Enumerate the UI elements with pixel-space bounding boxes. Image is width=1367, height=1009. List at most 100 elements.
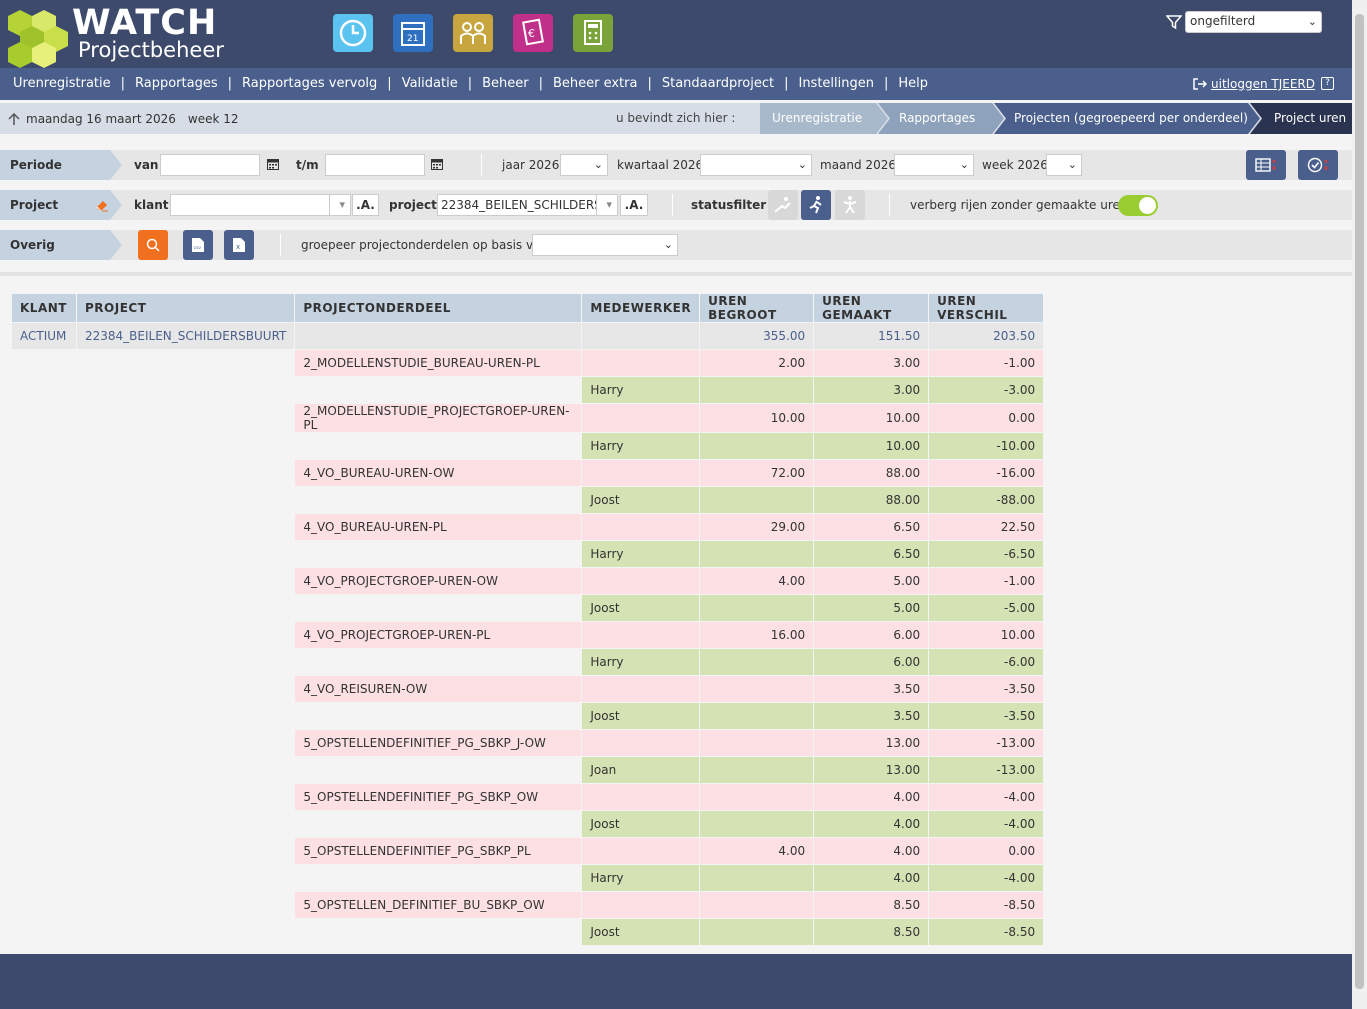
klant-a-button[interactable]: .A. [352, 194, 379, 216]
cell-empty [77, 541, 294, 567]
project-label: Project [0, 190, 110, 220]
status-inactive-button[interactable] [768, 190, 798, 220]
cell-begroot [700, 892, 814, 918]
filter-select[interactable]: ongefilterd ⌄ [1185, 11, 1322, 33]
nav-item-validatie[interactable]: Validatie [401, 76, 458, 91]
breadcrumb-projecten[interactable]: Projecten (gegroepeerd per onderdeel) [1014, 111, 1248, 125]
maand-label: maand 2026 [820, 158, 896, 172]
nav-item-urenregistratie[interactable]: Urenregistratie [13, 76, 111, 91]
cell-empty [77, 622, 294, 648]
calendar-icon[interactable]: 21 [393, 14, 433, 52]
col-projectonderdeel[interactable]: PROJECTONDERDEEL [295, 294, 582, 322]
table-row: 4_VO_PROJECTGROEP-UREN-PL 16.00 6.00 10.00 [12, 622, 1044, 648]
kwartaal-select[interactable]: ⌄ [700, 154, 812, 176]
cell-empty [77, 514, 294, 540]
table-row: Harry 3.00 -3.00 [12, 377, 1044, 403]
nav-item-standaardproject[interactable]: Standaardproject [661, 76, 775, 91]
section-divider [0, 272, 1352, 276]
people-icon[interactable] [453, 14, 493, 52]
project-dropdown[interactable]: ▾ [596, 194, 618, 216]
project-input[interactable]: 22384_BEILEN_SCHILDERS [437, 194, 597, 216]
cell-verschil: -1.00 [929, 350, 1044, 376]
cell-gemaakt: 6.50 [814, 514, 929, 540]
cell-projectonderdeel: 4_VO_BUREAU-UREN-OW [295, 460, 582, 486]
col-uren-verschil[interactable]: UREN VERSCHIL [929, 294, 1044, 322]
breadcrumb-urenregistratie[interactable]: Urenregistratie [772, 111, 863, 125]
cell-verschil: -6.00 [929, 649, 1044, 675]
col-uren-gemaakt[interactable]: UREN GEMAAKT [814, 294, 929, 322]
nav-item-rapportages[interactable]: Rapportages [135, 76, 218, 91]
table-row: Joost 88.00 -88.00 [12, 487, 1044, 513]
logout-link[interactable]: uitloggen TJEERD [1193, 77, 1315, 91]
cell-verschil: -4.00 [929, 865, 1044, 891]
cell-verschil: -3.50 [929, 703, 1044, 729]
export-csv-button[interactable]: csv [183, 230, 213, 260]
cell-begroot [700, 730, 814, 756]
van-input[interactable] [160, 154, 260, 176]
calendar-tm-icon[interactable] [431, 158, 443, 170]
cell-medewerker: Joost [582, 703, 700, 729]
jaar-select[interactable]: ⌄ [560, 154, 608, 176]
tm-input[interactable] [325, 154, 425, 176]
cell-verschil: -5.00 [929, 595, 1044, 621]
scrollbar-thumb[interactable] [1355, 14, 1364, 989]
search-button[interactable] [138, 230, 168, 260]
status-done-button[interactable] [835, 190, 865, 220]
table-row: 5_OPSTELLENDEFINITIEF_PG_SBKP_J-OW 13.00-… [12, 730, 1044, 756]
kwartaal-label: kwartaal 2026 [617, 158, 704, 172]
cell-verschil: -3.50 [929, 676, 1044, 702]
cell-begroot [700, 865, 814, 891]
table-body: ACTIUM 22384_BEILEN_SCHILDERSBUURT 355.0… [12, 323, 1044, 945]
klant-input[interactable] [170, 194, 330, 216]
filter-select-value: ongefilterd [1190, 14, 1256, 28]
col-uren-begroot[interactable]: UREN BEGROOT [700, 294, 814, 322]
maand-select[interactable]: ⌄ [894, 154, 974, 176]
week-select[interactable]: ⌄ [1046, 154, 1082, 176]
excel-icon: x [233, 238, 245, 252]
cell-gemaakt: 151.50 [814, 323, 929, 349]
table-view-button[interactable] [1246, 150, 1286, 180]
verberg-label: verberg rijen zonder gemaakte uren: [910, 198, 1132, 212]
cell-medewerker: Harry [582, 865, 700, 891]
nav-item-instellingen[interactable]: Instellingen [798, 76, 874, 91]
scrollbar[interactable] [1352, 0, 1367, 1009]
project-a-button[interactable]: .A. [620, 194, 648, 216]
cell-verschil: -6.50 [929, 541, 1044, 567]
eraser-icon[interactable] [95, 198, 109, 212]
cell-empty [77, 433, 294, 459]
cell-medewerker: Harry [582, 541, 700, 567]
klant-dropdown[interactable]: ▾ [329, 194, 351, 216]
breadcrumb-rapportages[interactable]: Rapportages [899, 111, 976, 125]
validate-button[interactable] [1298, 150, 1338, 180]
cell-begroot [700, 784, 814, 810]
nav-item-beheer-extra[interactable]: Beheer extra [552, 76, 638, 91]
cell-gemaakt: 5.00 [814, 568, 929, 594]
col-klant[interactable]: KLANT [12, 294, 76, 322]
export-excel-button[interactable]: x [224, 230, 254, 260]
invoice-icon[interactable]: € [513, 14, 553, 52]
cell-empty [77, 377, 294, 403]
cell-gemaakt: 4.00 [814, 865, 929, 891]
calendar-van-icon[interactable] [267, 158, 279, 170]
cell-gemaakt: 4.00 [814, 784, 929, 810]
calculator-icon[interactable] [573, 14, 613, 52]
cell-empty [12, 460, 76, 486]
col-project[interactable]: PROJECT [77, 294, 295, 322]
nav-item-rapportages-vervolg[interactable]: Rapportages vervolg [242, 76, 378, 91]
help-icon[interactable]: ? [1321, 77, 1334, 90]
clock-icon[interactable] [333, 14, 373, 52]
tm-label: t/m [296, 158, 319, 172]
cell-empty [77, 757, 294, 783]
logout-label: uitloggen TJEERD [1211, 77, 1315, 91]
cell-empty [295, 541, 581, 567]
cell-medewerker [582, 838, 700, 864]
status-active-button[interactable] [801, 190, 831, 220]
cell-begroot [700, 811, 814, 837]
groepeer-select[interactable]: ⌄ [532, 234, 678, 256]
nav-item-help[interactable]: Help [898, 76, 929, 91]
nav-item-beheer[interactable]: Beheer [482, 76, 529, 91]
cell-empty [12, 919, 76, 945]
hide-empty-toggle[interactable] [1118, 195, 1158, 216]
col-medewerker[interactable]: MEDEWERKER [582, 294, 700, 322]
home-up-icon[interactable] [8, 113, 20, 125]
